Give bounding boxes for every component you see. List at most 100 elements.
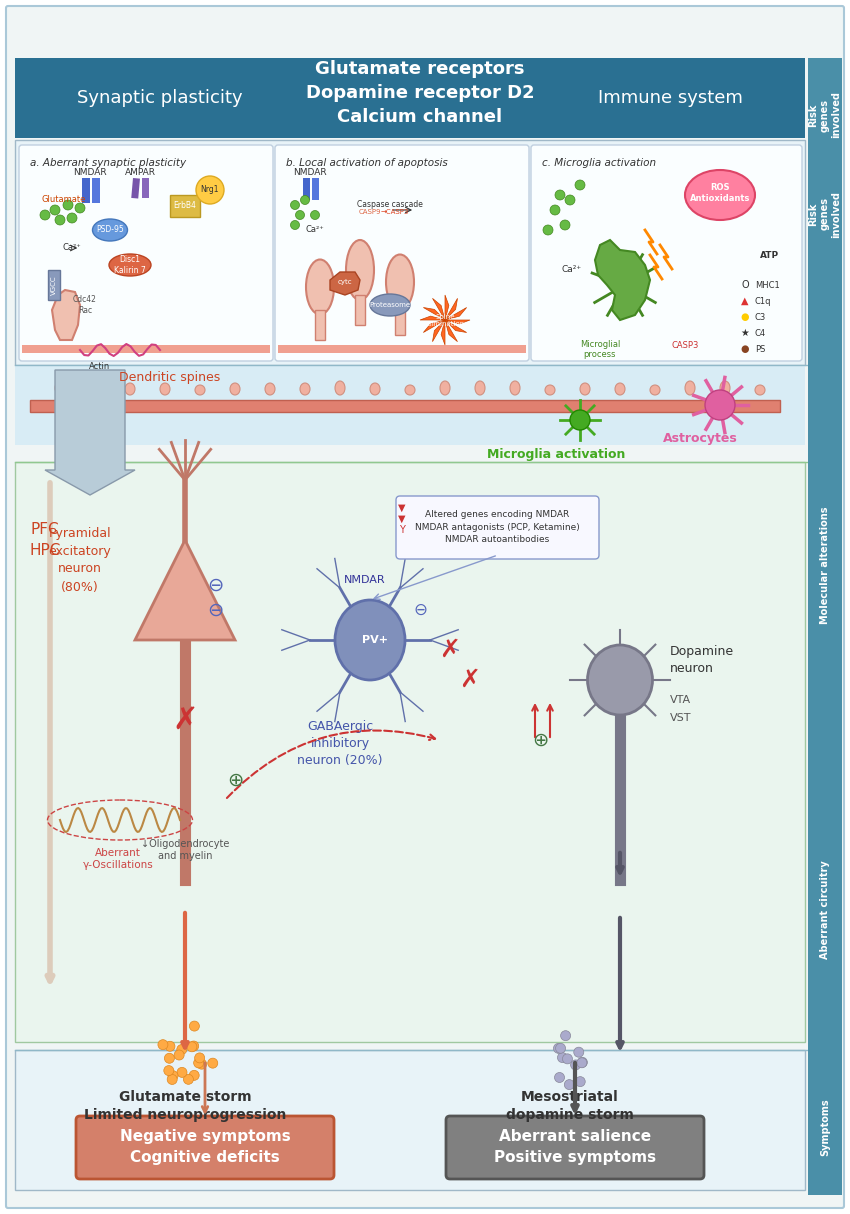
Polygon shape — [445, 320, 470, 324]
Text: CASP3: CASP3 — [672, 340, 699, 350]
Text: ⊖: ⊖ — [207, 575, 224, 595]
Text: Ca²⁺: Ca²⁺ — [306, 226, 325, 234]
Bar — [131, 178, 140, 199]
Circle shape — [564, 1073, 574, 1083]
Polygon shape — [423, 320, 445, 333]
Text: MHC1: MHC1 — [755, 280, 779, 289]
Text: Symptoms: Symptoms — [820, 1099, 830, 1156]
Circle shape — [560, 220, 570, 229]
Circle shape — [75, 203, 85, 212]
Polygon shape — [445, 299, 457, 320]
Text: NMDAR: NMDAR — [293, 168, 326, 177]
Text: Risk
genes
involved: Risk genes involved — [808, 91, 841, 138]
FancyBboxPatch shape — [275, 144, 529, 361]
Polygon shape — [330, 272, 360, 295]
Circle shape — [189, 1048, 199, 1059]
Circle shape — [310, 210, 320, 220]
Circle shape — [205, 1057, 215, 1067]
Circle shape — [183, 1015, 193, 1025]
Circle shape — [543, 225, 553, 236]
Circle shape — [575, 1039, 585, 1050]
Circle shape — [562, 1065, 572, 1074]
Ellipse shape — [125, 382, 135, 395]
Circle shape — [206, 1067, 216, 1078]
Text: b. Local activation of apoptosis: b. Local activation of apoptosis — [286, 158, 448, 168]
Text: O: O — [741, 280, 749, 290]
Text: Negative symptoms
Cognitive deficits: Negative symptoms Cognitive deficits — [120, 1129, 291, 1165]
Ellipse shape — [346, 240, 374, 300]
Circle shape — [301, 195, 309, 204]
Text: Caspase cascade: Caspase cascade — [357, 200, 423, 209]
Ellipse shape — [386, 255, 414, 310]
Polygon shape — [420, 316, 445, 320]
Text: Proteasome: Proteasome — [370, 302, 411, 308]
Ellipse shape — [545, 381, 555, 395]
FancyArrow shape — [45, 370, 135, 495]
Text: ●: ● — [740, 312, 749, 322]
FancyBboxPatch shape — [808, 370, 842, 760]
Circle shape — [565, 195, 575, 205]
Ellipse shape — [265, 385, 275, 395]
Text: PV+: PV+ — [362, 635, 388, 645]
Bar — [303, 178, 310, 200]
FancyBboxPatch shape — [6, 6, 844, 1208]
Text: Ca²⁺: Ca²⁺ — [562, 266, 582, 274]
Text: Glutamate: Glutamate — [42, 195, 87, 204]
Text: CASP9: CASP9 — [359, 209, 382, 215]
Text: Dopamine
neuron: Dopamine neuron — [670, 645, 734, 675]
Circle shape — [192, 1033, 202, 1044]
FancyBboxPatch shape — [808, 1060, 842, 1195]
Text: PFC
HPC: PFC HPC — [29, 522, 60, 558]
Circle shape — [549, 1045, 559, 1055]
Bar — [312, 178, 319, 200]
FancyBboxPatch shape — [22, 345, 270, 353]
Text: Spine
elimination: Spine elimination — [425, 313, 465, 327]
FancyBboxPatch shape — [396, 497, 599, 558]
Ellipse shape — [55, 381, 65, 395]
Ellipse shape — [650, 382, 660, 395]
Text: ✗: ✗ — [439, 639, 461, 662]
Ellipse shape — [755, 382, 765, 395]
Ellipse shape — [109, 254, 151, 276]
FancyBboxPatch shape — [76, 1116, 334, 1179]
Text: C1q: C1q — [755, 296, 772, 306]
Text: Pyramidal
excitatory
neuron
(80%): Pyramidal excitatory neuron (80%) — [48, 527, 111, 594]
Polygon shape — [445, 295, 449, 320]
Ellipse shape — [230, 385, 240, 395]
Text: AMPAR: AMPAR — [124, 168, 156, 177]
FancyBboxPatch shape — [808, 58, 842, 370]
Ellipse shape — [475, 381, 485, 395]
FancyBboxPatch shape — [808, 760, 842, 1060]
Text: VST: VST — [670, 713, 692, 724]
Text: Y: Y — [399, 524, 405, 535]
Ellipse shape — [335, 385, 345, 395]
Bar — [395, 305, 405, 335]
Circle shape — [151, 1051, 161, 1061]
Text: ✗: ✗ — [460, 668, 480, 692]
Text: Glutamate storm
Limited neuroprogression: Glutamate storm Limited neuroprogression — [84, 1090, 286, 1123]
Circle shape — [559, 1048, 570, 1057]
Text: ⊕: ⊕ — [227, 771, 243, 789]
Text: Aberrant salience
Positive symptoms: Aberrant salience Positive symptoms — [494, 1129, 656, 1165]
Bar — [82, 178, 90, 203]
Ellipse shape — [370, 294, 410, 316]
Ellipse shape — [685, 170, 755, 220]
Polygon shape — [423, 307, 445, 320]
FancyBboxPatch shape — [278, 345, 526, 353]
Circle shape — [571, 1031, 581, 1040]
Bar — [315, 310, 325, 340]
Circle shape — [165, 1043, 175, 1053]
Text: Aberrant circuitry: Aberrant circuitry — [820, 861, 830, 959]
Polygon shape — [433, 320, 445, 341]
Text: Immune system: Immune system — [598, 89, 742, 107]
Text: Nrg1: Nrg1 — [201, 186, 219, 194]
Ellipse shape — [90, 385, 100, 395]
Text: C3: C3 — [755, 312, 766, 322]
Text: Dendritic spines: Dendritic spines — [119, 371, 221, 385]
Text: cytc: cytc — [337, 279, 352, 285]
FancyBboxPatch shape — [15, 365, 805, 446]
Text: ROS
Antioxidants: ROS Antioxidants — [690, 183, 751, 203]
Ellipse shape — [195, 382, 205, 395]
Circle shape — [196, 176, 224, 204]
Circle shape — [576, 1038, 586, 1049]
